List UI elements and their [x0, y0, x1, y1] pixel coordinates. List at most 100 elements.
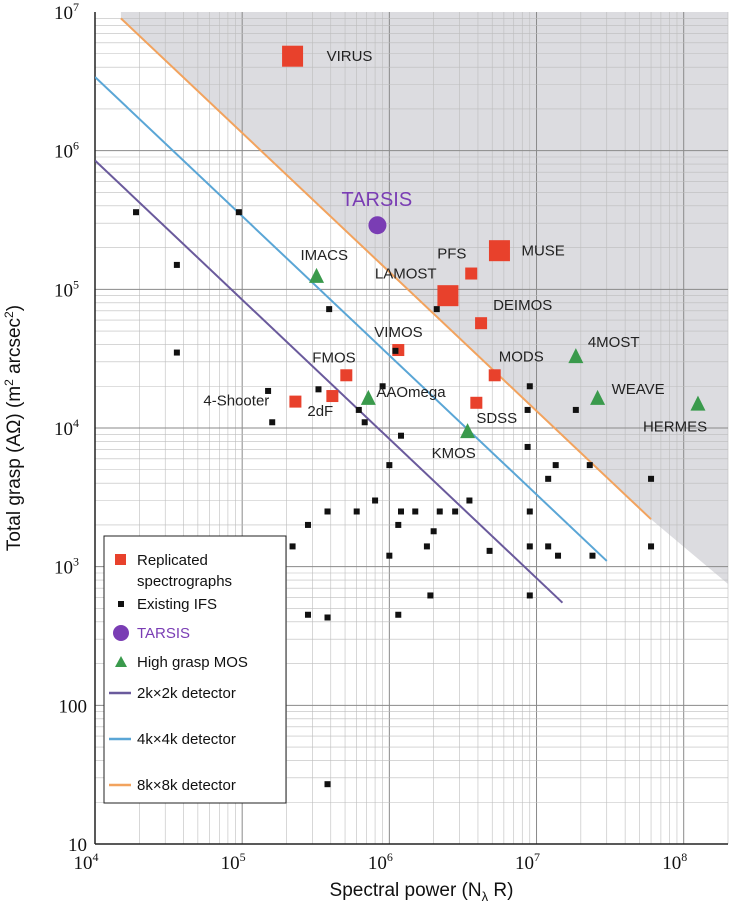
existing-ifs-point	[648, 543, 655, 550]
existing-ifs-point	[386, 462, 393, 469]
existing-ifs-point	[235, 209, 242, 216]
existing-ifs-point	[545, 475, 552, 482]
point-label: FMOS	[312, 349, 355, 366]
x-axis-label: Spectral power (Nλ R)	[330, 880, 514, 904]
existing-ifs-point	[427, 592, 434, 599]
y-axis-label-tail: )	[4, 305, 25, 311]
existing-ifs-point	[526, 543, 533, 550]
existing-ifs-point	[386, 552, 393, 559]
y-tick-label: 103	[54, 555, 79, 579]
existing-ifs-point	[412, 508, 419, 515]
existing-ifs-point	[372, 497, 379, 504]
y-tick-label: 100	[59, 696, 88, 717]
mos-point	[590, 389, 606, 405]
point-label: DEIMOS	[493, 297, 552, 314]
existing-ifs-point	[395, 611, 402, 618]
y-tick-exponent: 3	[73, 555, 79, 569]
point-label: IMACS	[301, 247, 349, 264]
tarsis-point	[368, 216, 387, 235]
y-tick-base: 10	[54, 3, 73, 24]
mos-point	[360, 389, 376, 405]
existing-ifs-point	[430, 528, 437, 535]
point-label: KMOS	[432, 445, 476, 462]
x-tick-exponent: 5	[240, 850, 246, 864]
x-tick-label: 108	[662, 850, 687, 874]
y-tick-label: 106	[54, 139, 79, 163]
legend-label: 4k×4k detector	[137, 731, 236, 748]
replicated-point	[465, 267, 478, 280]
legend-label: 8k×8k detector	[137, 777, 236, 794]
y-tick-exponent: 6	[73, 139, 79, 153]
point-label: 4MOST	[588, 334, 640, 351]
existing-ifs-point	[173, 261, 180, 268]
legend-label: High grasp MOS	[137, 654, 248, 671]
existing-ifs-point	[552, 462, 559, 469]
legend: Replicated spectrographs Existing IFS TARSI…	[103, 535, 287, 804]
existing-ifs-point	[589, 552, 596, 559]
x-axis-label-tail: R)	[488, 880, 513, 901]
mos-point	[568, 348, 584, 364]
x-tick-exponent: 7	[534, 850, 540, 864]
existing-ifs-point	[289, 543, 296, 550]
existing-ifs-point	[545, 543, 552, 550]
existing-ifs-point	[324, 614, 331, 621]
existing-ifs-point	[398, 508, 405, 515]
x-tick-exponent: 4	[93, 850, 99, 864]
legend-triangle-swatch	[115, 656, 127, 667]
replicated-point	[289, 395, 302, 408]
point-label: VIMOS	[374, 324, 422, 341]
x-tick-label: 105	[221, 850, 246, 874]
existing-ifs-point	[452, 508, 459, 515]
point-label: HERMES	[643, 419, 707, 436]
replicated-point	[282, 45, 304, 67]
y-axis-label-mid: arcsec	[4, 318, 25, 379]
existing-ifs-point	[395, 521, 402, 528]
point-label: LAMOST	[375, 266, 437, 283]
x-tick-label: 107	[515, 850, 540, 874]
y-tick-exponent: 5	[73, 277, 79, 291]
existing-ifs-point	[572, 406, 579, 413]
y-tick-label: 104	[54, 416, 79, 440]
y-axis-label-main: Total grasp (AΩ) (m	[4, 386, 25, 551]
x-tick-label: 106	[368, 850, 393, 874]
existing-ifs-point	[355, 406, 362, 413]
x-tick-base: 10	[221, 853, 240, 874]
point-label: AAOmega	[376, 384, 446, 401]
y-axis-label-sup: 2	[2, 379, 16, 386]
x-tick-base: 10	[662, 853, 681, 874]
y-tick-base: 10	[54, 142, 73, 163]
detector-line	[95, 76, 608, 562]
y-tick-exponent: 4	[73, 416, 79, 430]
shaded-region	[120, 12, 728, 584]
legend-circle-swatch	[113, 625, 129, 641]
point-label: PFS	[437, 246, 466, 263]
y-tick-label: 107	[54, 0, 79, 24]
y-tick-base: 10	[54, 280, 73, 301]
mos-point	[309, 267, 325, 283]
y-tick-base: 100	[59, 696, 88, 717]
x-axis-label-main: Spectral power (N	[330, 880, 482, 901]
point-label: MUSE	[521, 243, 564, 260]
legend-label: 2k×2k detector	[137, 685, 236, 702]
mos-point	[460, 423, 476, 439]
legend-square-swatch	[115, 554, 126, 565]
existing-ifs-point	[398, 432, 405, 439]
y-tick-exponent: 7	[73, 0, 79, 14]
existing-ifs-point	[324, 508, 331, 515]
replicated-point	[488, 240, 510, 262]
existing-ifs-point	[555, 552, 562, 559]
x-axis-label-sub: λ	[482, 889, 489, 904]
replicated-point	[475, 317, 488, 330]
existing-ifs-point	[361, 419, 368, 426]
x-tick-exponent: 8	[681, 850, 687, 864]
point-label: SDSS	[476, 410, 517, 427]
existing-ifs-point	[392, 347, 399, 354]
existing-ifs-point	[648, 475, 655, 482]
existing-ifs-point	[433, 306, 440, 313]
replicated-point	[326, 390, 339, 403]
legend-label: spectrographs	[137, 573, 232, 590]
legend-label: TARSIS	[137, 625, 190, 642]
existing-ifs-point	[173, 349, 180, 356]
x-tick-label: 104	[74, 850, 99, 874]
mos-point	[690, 395, 706, 411]
